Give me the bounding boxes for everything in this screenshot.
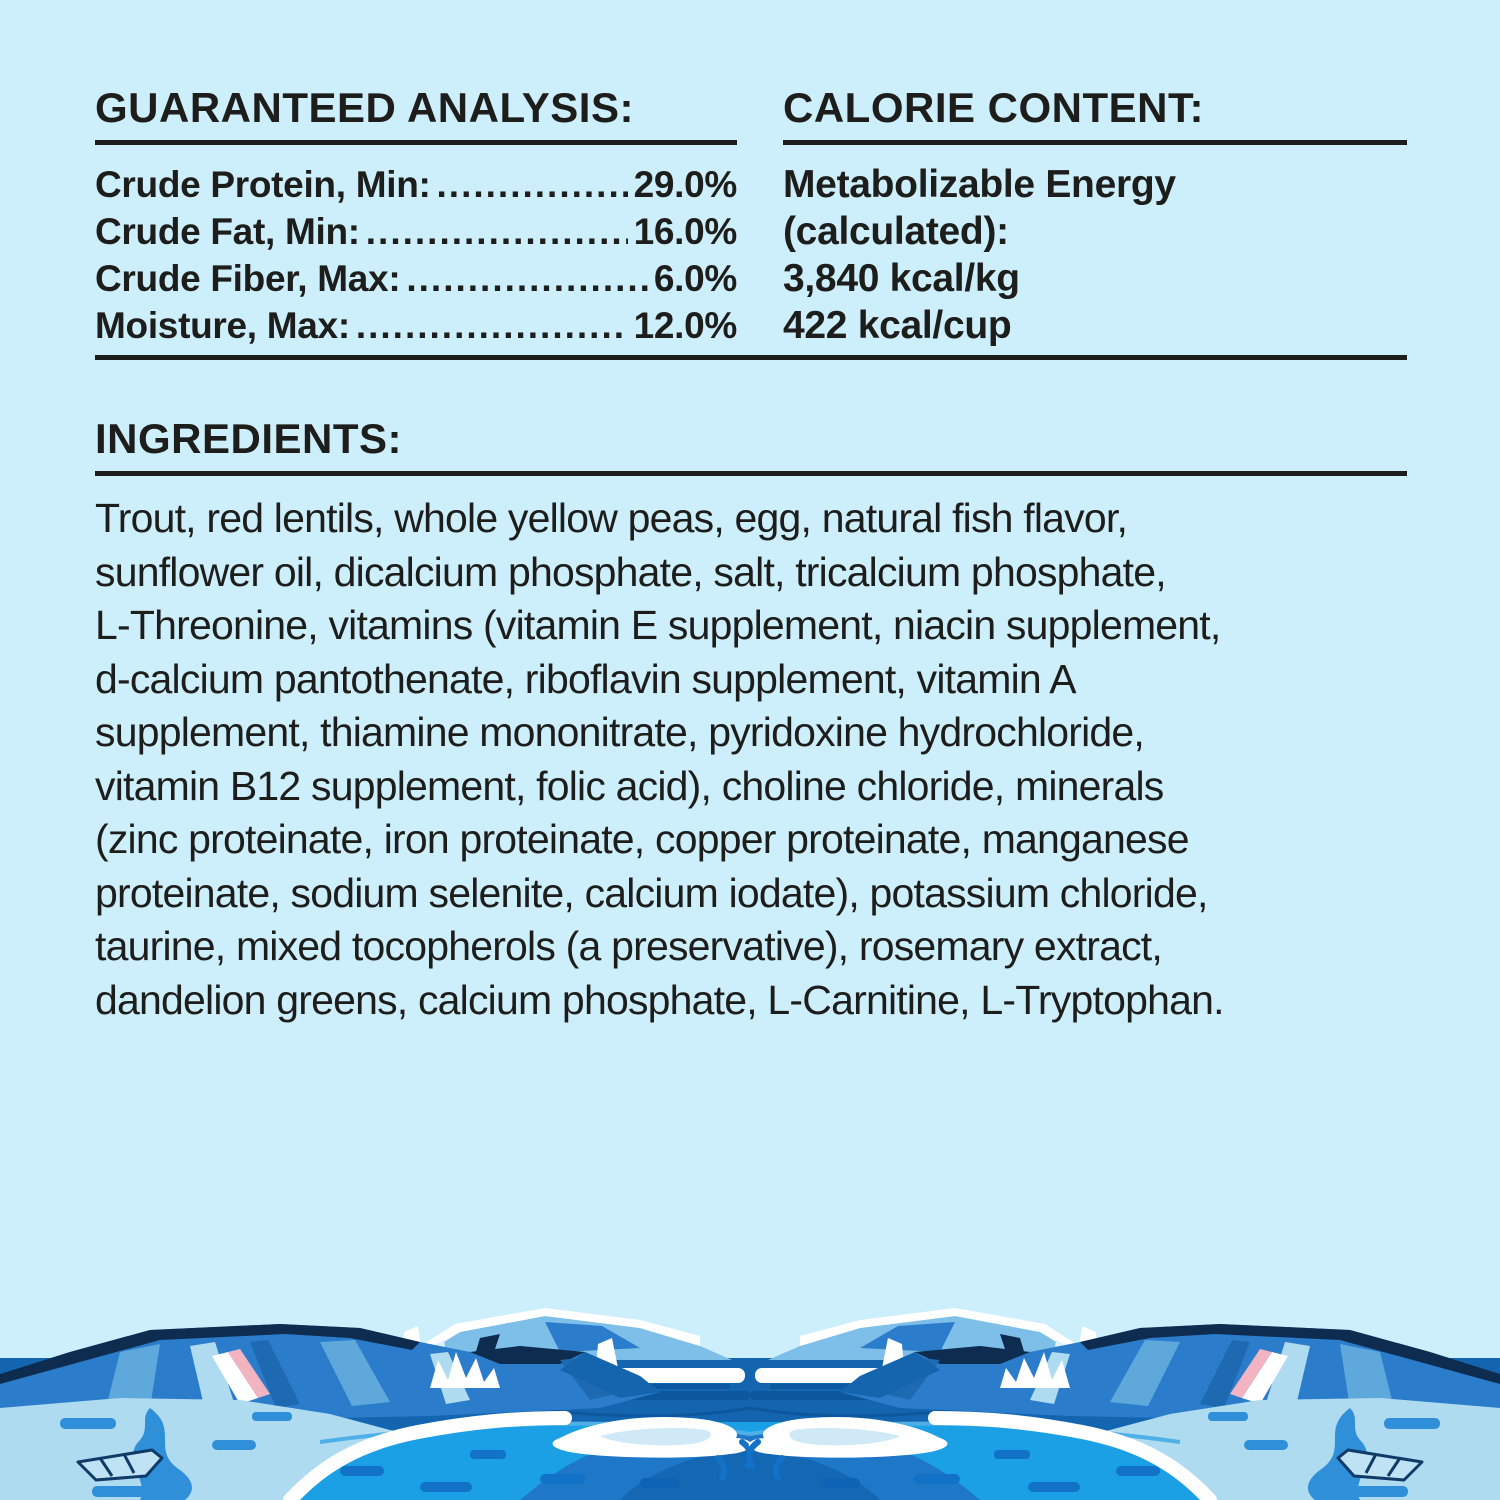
analysis-value: 29.0% (633, 164, 738, 205)
guaranteed-analysis-section: GUARANTEED ANALYSIS: Crude Protein, Min:… (95, 86, 737, 349)
dot-leader: ........................................… (365, 211, 628, 252)
ingredients-text: Trout, red lentils, whole yellow peas, e… (95, 492, 1407, 1027)
analysis-row-protein: Crude Protein, Min: ....................… (95, 161, 737, 208)
analysis-label: Crude Fiber, Max: (95, 258, 401, 299)
guaranteed-analysis-heading: GUARANTEED ANALYSIS: (95, 86, 737, 145)
label-content: GUARANTEED ANALYSIS: Crude Protein, Min:… (95, 86, 1407, 1027)
ingredients-line: sunflower oil, dicalcium phosphate, salt… (95, 548, 1167, 595)
analysis-label: Moisture, Max: (95, 305, 350, 346)
analysis-row-moisture: Moisture, Max: .........................… (95, 302, 737, 349)
calorie-line: (calculated): (783, 210, 1009, 253)
ingredients-line: d-calcium pantothenate, riboflavin suppl… (95, 655, 1077, 702)
ingredients-line: taurine, mixed tocopherols (a preservati… (95, 923, 1163, 969)
dot-leader: ........................................… (406, 258, 648, 299)
analysis-row-fat: Crude Fat, Min: ........................… (95, 208, 737, 255)
calorie-line: 422 kcal/cup (783, 304, 1012, 347)
dot-leader: ........................................… (355, 305, 628, 346)
ingredients-line: proteinate, sodium selenite, calcium iod… (95, 869, 1208, 916)
guaranteed-analysis-rows: Crude Protein, Min: ....................… (95, 161, 737, 349)
calorie-content-section: CALORIE CONTENT: Metabolizable Energy (c… (783, 86, 1407, 349)
calorie-line: 3,840 kcal/kg (783, 257, 1020, 300)
ingredients-line: vitamin B12 supplement, folic acid), cho… (95, 762, 1164, 809)
calorie-content-lines: Metabolizable Energy (calculated): 3,840… (783, 161, 1407, 349)
analysis-label: Crude Protein, Min: (95, 164, 431, 205)
analysis-row-fiber: Crude Fiber, Max: ......................… (95, 255, 737, 302)
analysis-value: 6.0% (653, 258, 737, 299)
analysis-calorie-columns: GUARANTEED ANALYSIS: Crude Protein, Min:… (95, 86, 1407, 349)
ingredients-section: INGREDIENTS: Trout, red lentils, whole y… (95, 417, 1407, 1027)
coast-half (0, 1308, 754, 1500)
analysis-label: Crude Fat, Min: (95, 211, 360, 252)
ingredients-heading: INGREDIENTS: (95, 417, 1407, 476)
ingredients-line: supplement, thiamine mononitrate, pyrido… (95, 709, 1145, 755)
ingredients-line: dandelion greens, calcium phosphate, L-C… (95, 976, 1224, 1023)
arctic-coast-illustration (0, 1290, 1500, 1500)
section-divider (95, 355, 1407, 360)
calorie-content-heading: CALORIE CONTENT: (783, 86, 1407, 145)
analysis-value: 12.0% (633, 305, 738, 346)
ingredients-line: L-Threonine, vitamins (vitamin E supplem… (95, 602, 1221, 648)
ingredients-line: (zinc proteinate, iron proteinate, coppe… (95, 816, 1190, 862)
dot-leader: ........................................… (436, 164, 628, 205)
ingredients-line: Trout, red lentils, whole yellow peas, e… (95, 495, 1128, 541)
analysis-value: 16.0% (633, 211, 738, 252)
calorie-line: Metabolizable Energy (783, 163, 1176, 206)
